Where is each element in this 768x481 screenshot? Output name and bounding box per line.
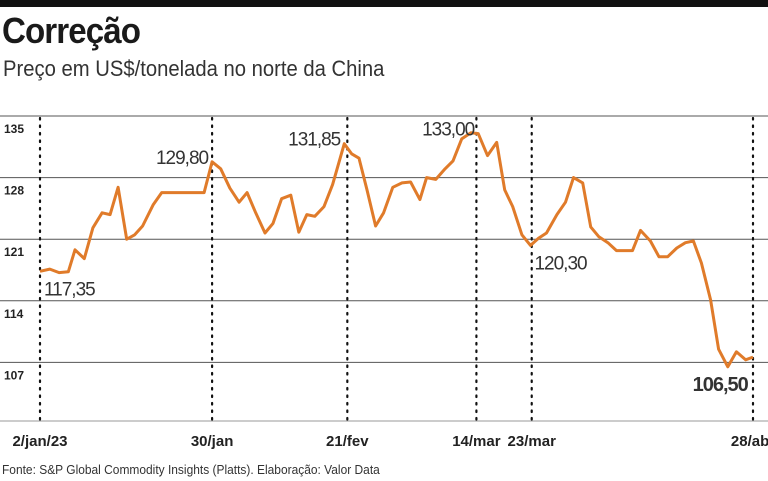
value-annotation: 131,85 (288, 130, 341, 151)
value-annotation: 117,35 (44, 279, 95, 300)
price-line (39, 131, 754, 369)
y-tick-label: 128 (4, 184, 24, 198)
x-tick-label: 28/abr (731, 433, 768, 450)
chart-subtitle: Preço em US$/tonelada no norte da China (3, 56, 385, 81)
y-tick-label: 121 (4, 245, 24, 259)
x-tick-label: 14/mar (452, 433, 501, 450)
chart-title: Correção (2, 10, 141, 51)
y-tick-label: 135 (4, 122, 24, 136)
x-tick-label: 23/mar (508, 433, 557, 450)
x-tick-label: 2/jan/23 (12, 433, 67, 450)
value-annotation: 120,30 (534, 253, 587, 274)
x-tick-label: 30/jan (191, 433, 234, 450)
y-tick-label: 114 (4, 307, 24, 321)
value-annotation: 129,80 (156, 148, 209, 169)
value-annotation: 106,50 (693, 374, 749, 396)
y-tick-label: 107 (4, 368, 24, 382)
value-annotation: 133,00 (422, 120, 475, 141)
x-tick-label: 21/fev (326, 433, 369, 450)
top-rule (0, 0, 768, 7)
source-note: Fonte: S&P Global Commodity Insights (Pl… (2, 462, 380, 477)
